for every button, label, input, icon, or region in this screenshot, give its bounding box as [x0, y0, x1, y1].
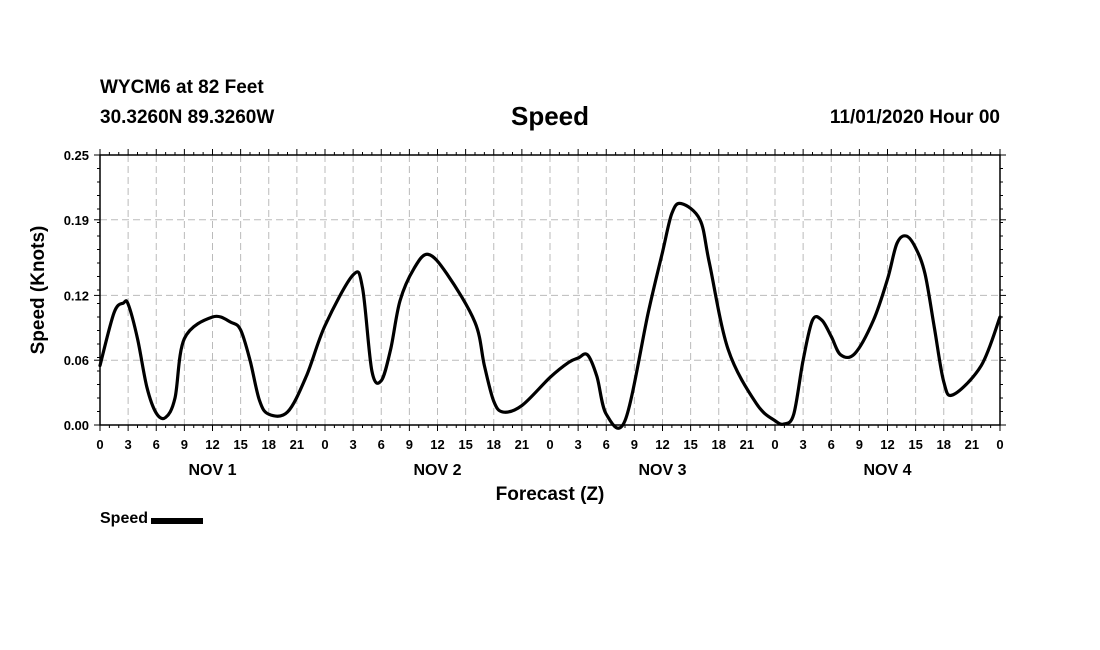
station-label: WYCM6 at 82 Feet — [100, 77, 264, 98]
x-tick-label: 12 — [205, 437, 219, 452]
x-tick-label: 18 — [262, 437, 276, 452]
legend: Speed — [100, 510, 204, 528]
x-tick-label: 6 — [153, 437, 160, 452]
day-label: NOV 1 — [188, 462, 236, 479]
x-tick-label: 0 — [546, 437, 553, 452]
x-tick-label: 21 — [740, 437, 754, 452]
y-tick-label: 0.19 — [64, 213, 89, 228]
y-tick-label: 0.00 — [64, 418, 89, 433]
x-tick-label: 12 — [430, 437, 444, 452]
x-tick-label: 15 — [458, 437, 472, 452]
forecast-datetime: 11/01/2020 Hour 00 — [829, 107, 1000, 128]
x-tick-label: 6 — [603, 437, 610, 452]
x-tick-label: 0 — [996, 437, 1003, 452]
x-tick-label: 6 — [378, 437, 385, 452]
x-tick-label: 21 — [515, 437, 529, 452]
y-tick-label: 0.06 — [64, 353, 89, 368]
legend-line-swatch — [151, 517, 204, 524]
x-tick-label: 3 — [575, 437, 582, 452]
x-tick-label: 21 — [965, 437, 979, 452]
x-tick-label: 15 — [908, 437, 922, 452]
y-axis-label: Speed (Knots) — [28, 226, 49, 355]
station-coordinates: 30.3260N 89.3260W — [100, 107, 275, 128]
x-tick-label: 9 — [406, 437, 413, 452]
y-tick-label: 0.25 — [64, 148, 89, 163]
day-label: NOV 3 — [638, 462, 686, 479]
x-tick-label: 9 — [856, 437, 863, 452]
x-tick-label: 0 — [771, 437, 778, 452]
x-tick-label: 18 — [487, 437, 501, 452]
x-tick-label: 0 — [321, 437, 328, 452]
x-tick-label: 9 — [181, 437, 188, 452]
x-tick-label: 18 — [712, 437, 726, 452]
y-tick-label: 0.12 — [64, 288, 89, 303]
x-tick-label: 12 — [655, 437, 669, 452]
x-tick-label: 3 — [350, 437, 357, 452]
day-label: NOV 4 — [863, 462, 911, 479]
x-tick-label: 21 — [290, 437, 304, 452]
x-tick-label: 15 — [683, 437, 697, 452]
day-label: NOV 2 — [413, 462, 461, 479]
x-tick-label: 12 — [880, 437, 894, 452]
x-tick-label: 0 — [96, 437, 103, 452]
chart-title: Speed — [510, 101, 590, 131]
plot-frame — [99, 154, 1001, 426]
x-tick-label: 6 — [828, 437, 835, 452]
x-axis-label: Forecast (Z) — [496, 484, 605, 505]
speed-series-line — [98, 201, 1002, 430]
x-tick-label: 3 — [125, 437, 132, 452]
x-tick-label: 15 — [233, 437, 247, 452]
x-tick-label: 3 — [800, 437, 807, 452]
x-tick-label: 18 — [937, 437, 951, 452]
legend-label: Speed — [100, 510, 149, 527]
x-tick-label: 9 — [631, 437, 638, 452]
